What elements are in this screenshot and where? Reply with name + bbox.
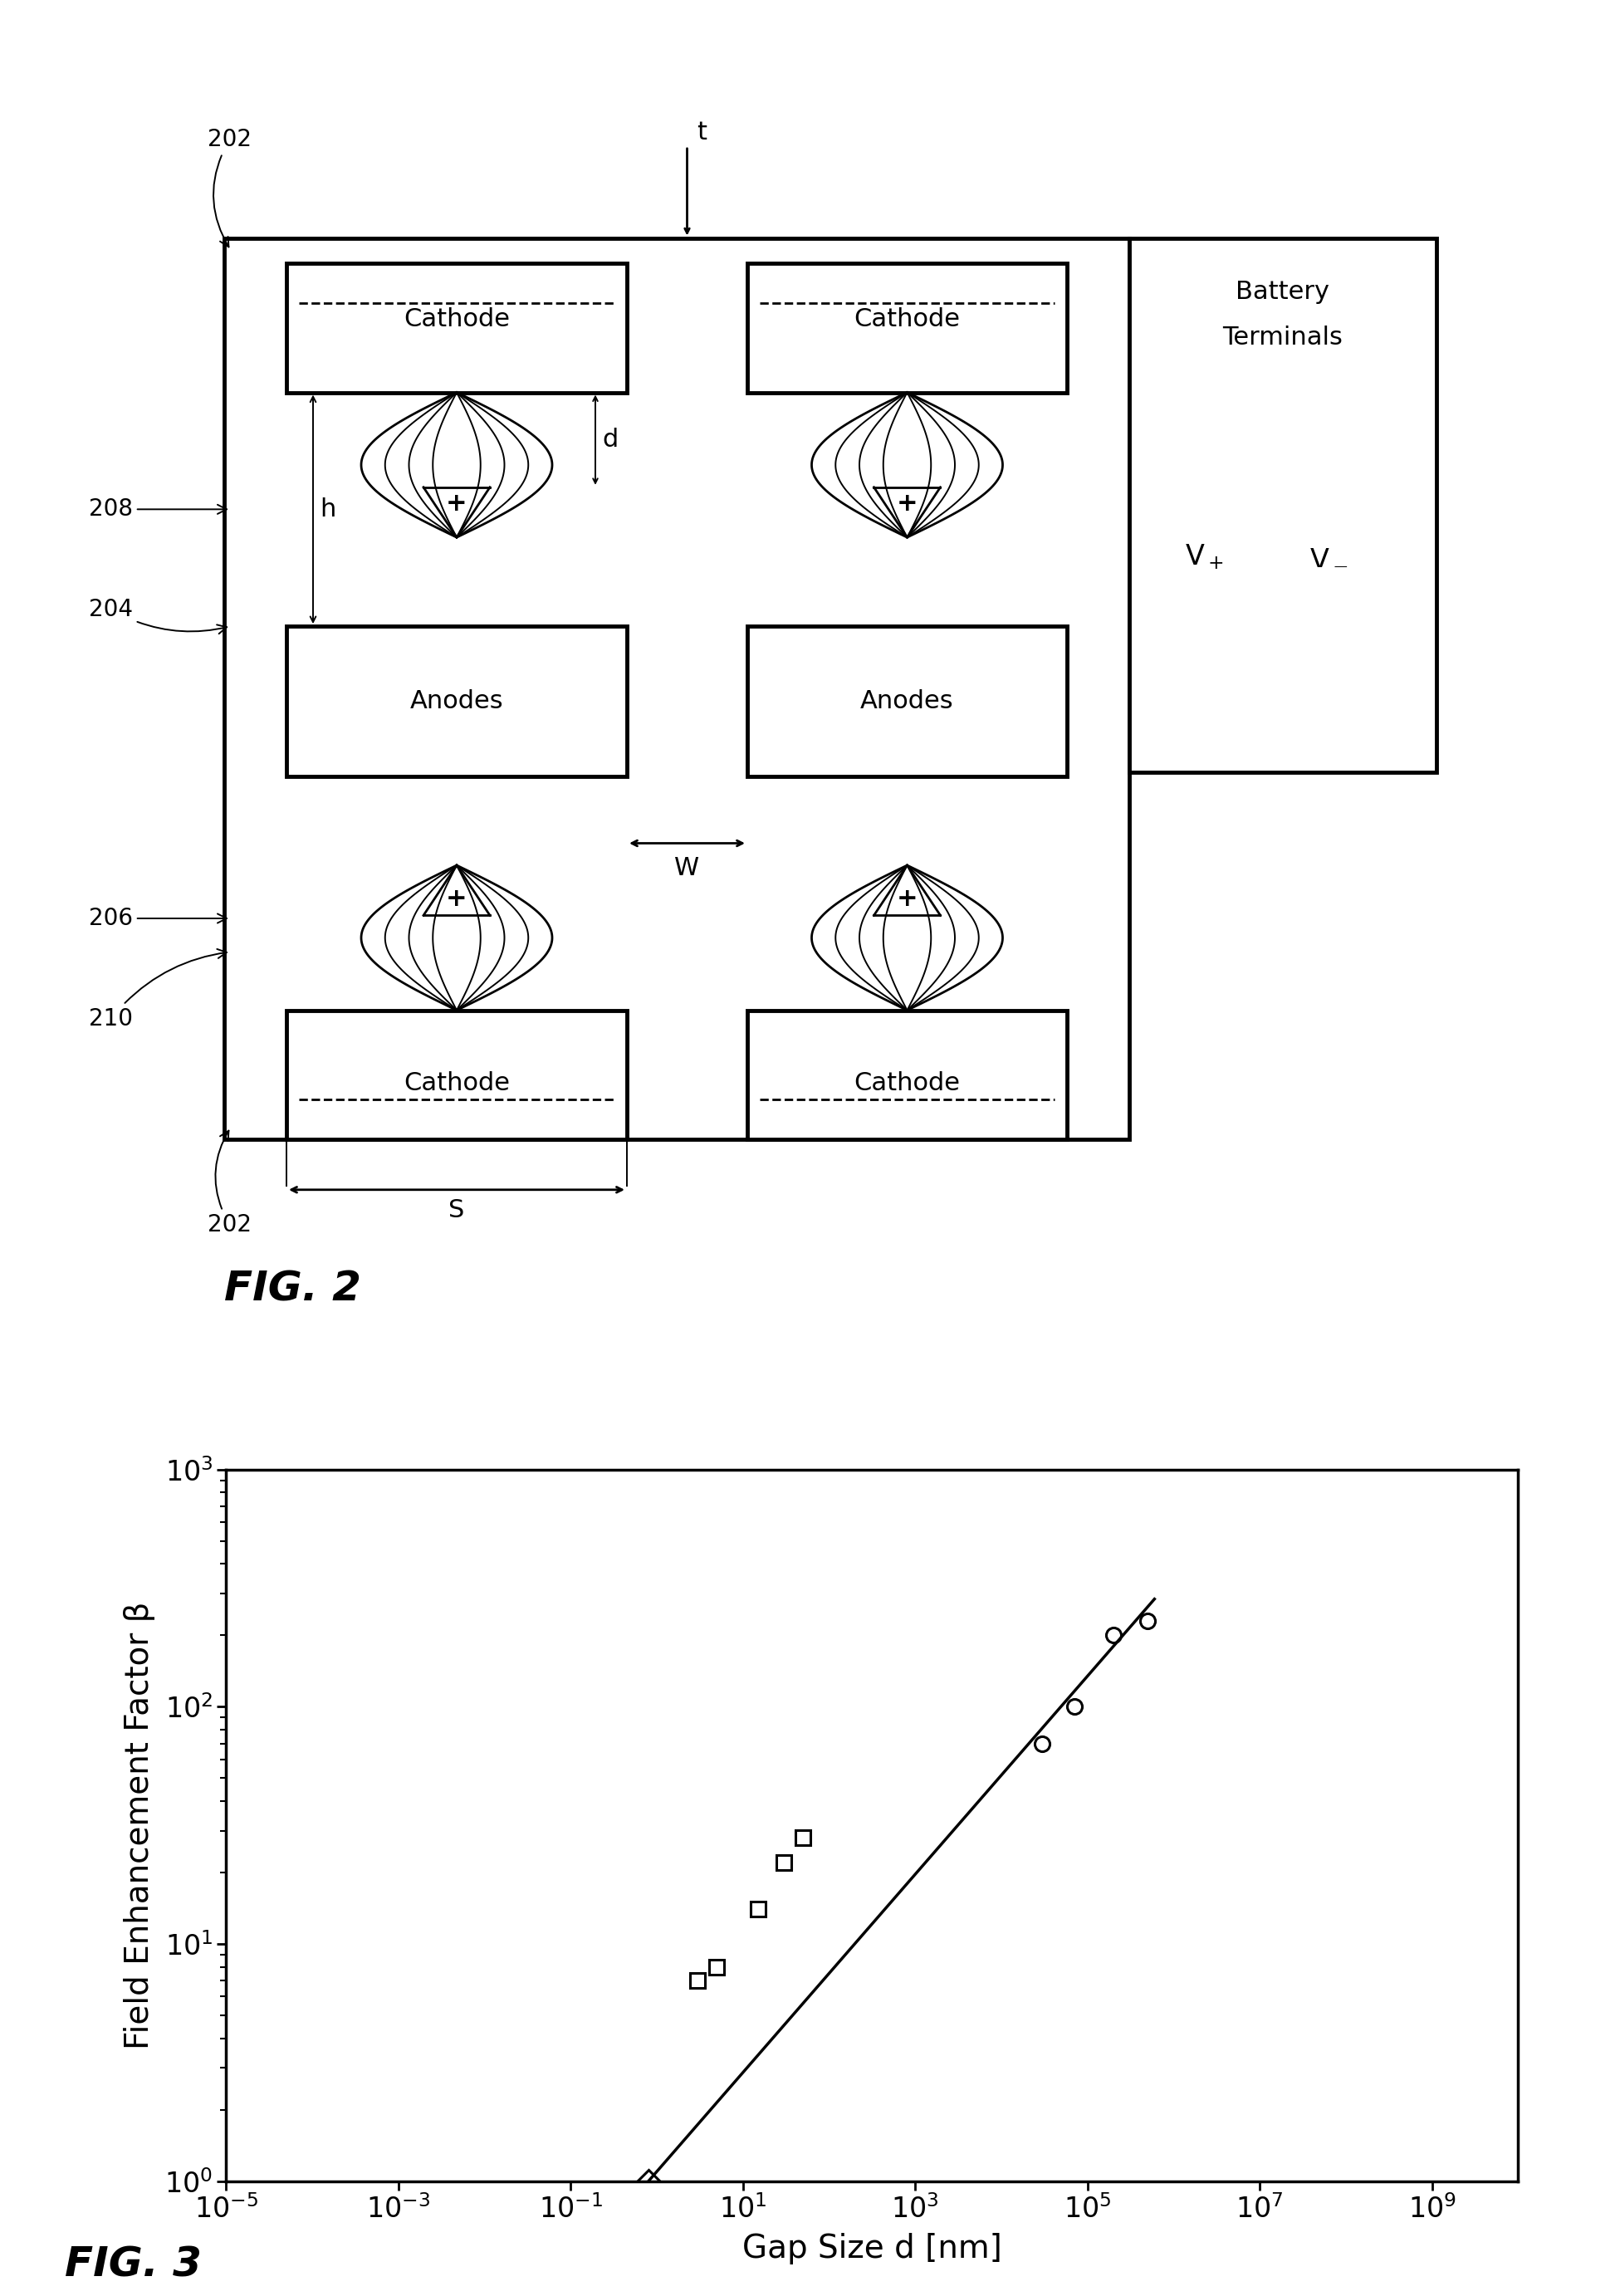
Text: Cathode: Cathode <box>404 308 510 331</box>
Text: Terminals: Terminals <box>1223 326 1344 349</box>
Bar <box>224 239 1129 1139</box>
Text: +: + <box>896 886 917 912</box>
Text: 208: 208 <box>89 498 226 521</box>
Text: S: S <box>449 1199 465 1221</box>
Bar <box>748 627 1068 776</box>
Text: Battery: Battery <box>1235 280 1329 303</box>
Text: Anodes: Anodes <box>410 689 504 714</box>
Text: FIG. 3: FIG. 3 <box>65 2245 202 2285</box>
Bar <box>1129 239 1436 771</box>
Text: Cathode: Cathode <box>854 1072 961 1095</box>
Text: Anodes: Anodes <box>861 689 954 714</box>
Text: Cathode: Cathode <box>854 308 961 331</box>
Text: +: + <box>446 491 467 517</box>
Text: t: t <box>698 119 707 145</box>
Text: +: + <box>446 886 467 912</box>
X-axis label: Gap Size d [nm]: Gap Size d [nm] <box>743 2232 1001 2264</box>
Text: 206: 206 <box>89 907 226 930</box>
Text: d: d <box>602 427 619 452</box>
Text: V$_+$: V$_+$ <box>1184 542 1224 572</box>
Bar <box>748 1010 1068 1139</box>
Text: FIG. 2: FIG. 2 <box>224 1270 362 1309</box>
Text: V$_-$: V$_-$ <box>1310 542 1349 569</box>
Y-axis label: Field Enhancement Factor β: Field Enhancement Factor β <box>124 1600 155 2050</box>
Bar <box>286 627 627 776</box>
Bar <box>286 1010 627 1139</box>
Text: 204: 204 <box>89 597 226 634</box>
Text: 210: 210 <box>89 948 226 1031</box>
Bar <box>748 264 1068 393</box>
Text: W: W <box>675 856 699 879</box>
Text: Cathode: Cathode <box>404 1072 510 1095</box>
Text: h: h <box>320 498 336 521</box>
Bar <box>286 264 627 393</box>
Text: +: + <box>896 491 917 517</box>
Text: 202: 202 <box>208 1130 252 1238</box>
Text: 202: 202 <box>208 129 252 248</box>
